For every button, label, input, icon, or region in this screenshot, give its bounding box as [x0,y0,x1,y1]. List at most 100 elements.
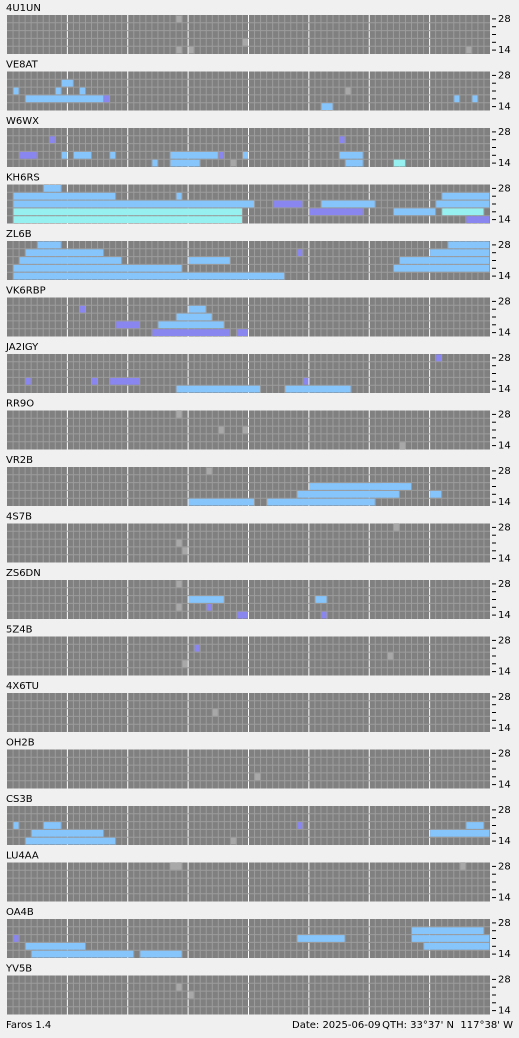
spot [25,377,31,385]
spot [176,603,182,611]
station-name: YV5B [5,964,32,975]
spot [472,95,478,103]
spot [176,192,182,200]
spot [466,46,472,54]
band-label-top: 28 [498,748,511,759]
spot [242,38,248,46]
spot [430,829,490,837]
spot [13,216,242,223]
station-name: 4X6TU [6,681,39,692]
spot [454,95,460,103]
spot [43,822,61,829]
spot [176,983,182,991]
spot [116,321,140,329]
spot [297,935,345,942]
spot [13,200,255,208]
band-label-top: 28 [498,861,511,872]
band-label-bottom: 14 [498,158,511,169]
spot [315,596,327,603]
station-name: RR9O [6,399,34,410]
spot [13,87,19,95]
spot [466,822,484,829]
spot [212,709,218,716]
spot [170,863,182,870]
band-label-top: 28 [498,918,511,929]
band-label-top: 28 [498,183,511,194]
station-name: LU4AA [6,851,39,862]
spot [442,192,490,200]
band-label-bottom: 14 [498,441,511,452]
spot [436,354,442,362]
spot [412,927,484,935]
station-name: ZL6B [6,229,32,240]
spot [242,151,248,159]
spot [230,837,236,845]
band-label-top: 28 [498,409,511,420]
band-label-top: 28 [498,805,511,816]
band-label-top: 28 [498,579,511,590]
spot [170,159,200,167]
spot [399,442,405,449]
spot [13,264,182,272]
spot [206,603,212,611]
spot [25,95,104,103]
spot [188,596,224,603]
station-name: W6WX [6,116,39,127]
spot [13,208,242,216]
spot [79,87,85,95]
spot [55,87,61,95]
band-label-bottom: 14 [498,1006,511,1017]
spot [13,935,19,942]
spot [104,95,110,103]
band-label-bottom: 14 [498,667,511,678]
band-label-top: 28 [498,974,511,985]
spot [49,136,55,144]
spot [393,524,399,531]
spot [188,498,255,506]
band-label-bottom: 14 [498,836,511,847]
spot [188,305,206,313]
spot [25,249,104,257]
band-label-top: 28 [498,127,511,138]
spot [182,547,188,555]
band-label-bottom: 14 [498,554,511,565]
band-label-bottom: 14 [498,723,511,734]
spot [176,411,182,418]
spot [176,580,182,588]
band-label-top: 28 [498,240,511,251]
spot [230,159,236,167]
spot [297,490,399,498]
band-label-top: 28 [498,70,511,81]
spot [92,377,98,385]
station-name: KH6RS [6,173,40,184]
spot [412,935,490,942]
spot [13,272,285,280]
spot [448,241,490,249]
spot [79,305,85,313]
spot [218,151,224,159]
band-label-bottom: 14 [498,893,511,904]
spot [206,467,212,475]
spot [466,216,490,223]
spot [381,483,399,490]
spot [182,660,188,668]
spot [285,385,351,393]
spot [176,385,261,393]
spot [442,208,484,216]
band-label-top: 28 [498,692,511,703]
station-name: 5Z4B [6,625,33,636]
spot [309,483,412,490]
spot [31,829,104,837]
spot [424,942,490,950]
spot [152,329,230,336]
spot [393,264,490,272]
band-label-bottom: 14 [498,610,511,621]
spot [31,950,134,958]
spot [43,185,61,192]
spot [387,652,393,660]
spot [339,136,345,144]
spot [430,490,442,498]
spot [176,313,212,321]
spot [242,426,248,434]
